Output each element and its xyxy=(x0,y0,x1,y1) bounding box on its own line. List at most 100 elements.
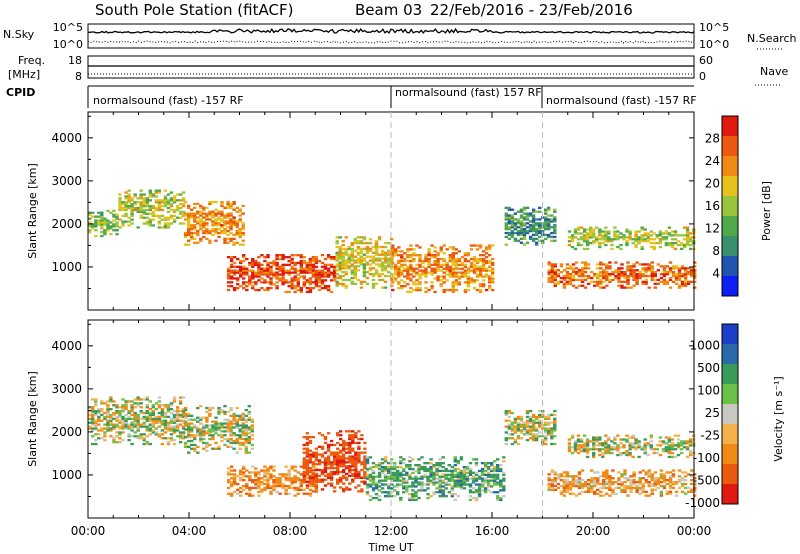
echo-cell xyxy=(439,269,443,272)
echo-cell xyxy=(193,241,197,244)
echo-cell xyxy=(290,259,294,263)
echo-cell xyxy=(223,418,227,421)
echo-cell xyxy=(284,490,288,493)
echo-cell xyxy=(175,205,180,208)
echo-cell xyxy=(374,263,379,266)
echo-cell xyxy=(281,254,285,257)
echo-cell xyxy=(441,475,445,478)
echo-cell xyxy=(323,478,328,481)
echo-cell xyxy=(232,426,236,429)
echo-cell xyxy=(353,276,357,280)
echo-cell xyxy=(411,496,415,500)
echo-cell xyxy=(480,481,485,484)
echo-cell xyxy=(229,473,234,476)
echo-cell xyxy=(127,201,131,204)
echo-cell xyxy=(626,276,630,280)
echo-cell xyxy=(585,444,590,447)
echo-cell xyxy=(374,259,379,262)
echo-cell xyxy=(550,265,554,268)
echo-cell xyxy=(329,484,334,487)
echo-cell xyxy=(238,447,242,450)
echo-cell xyxy=(281,486,285,490)
echo-cell xyxy=(339,430,343,433)
echo-cell xyxy=(354,463,358,466)
echo-cell xyxy=(390,284,394,287)
echo-cell xyxy=(531,419,536,422)
echo-cell xyxy=(336,480,340,483)
echo-cell xyxy=(655,448,659,451)
echo-cell xyxy=(480,467,485,471)
echo-cell xyxy=(326,273,331,276)
echo-cell xyxy=(556,486,560,490)
echo-cell xyxy=(353,267,357,270)
echo-cell xyxy=(335,259,339,262)
echo-cell xyxy=(199,226,203,229)
echo-cell xyxy=(232,447,236,450)
echo-cell xyxy=(202,428,206,431)
echo-cell xyxy=(190,447,194,450)
echo-cell xyxy=(100,211,104,214)
echo-cell xyxy=(429,479,433,482)
echo-cell xyxy=(547,415,551,419)
echo-cell xyxy=(490,491,494,494)
echo-cell xyxy=(631,455,635,459)
echo-cell xyxy=(516,415,521,419)
echo-cell xyxy=(377,274,382,278)
echo-cell xyxy=(456,481,460,484)
echo-cell xyxy=(193,447,197,450)
echo-cell xyxy=(314,486,319,489)
echo-cell xyxy=(528,224,533,227)
echo-cell xyxy=(605,278,609,282)
echo-cell xyxy=(629,479,633,482)
echo-cell xyxy=(399,462,403,465)
echo-cell xyxy=(644,269,648,272)
echo-cell xyxy=(257,256,261,259)
echo-cell xyxy=(172,400,177,403)
echo-cell xyxy=(244,418,248,421)
echo-cell xyxy=(491,277,495,280)
echo-cell xyxy=(302,492,306,495)
echo-cell xyxy=(115,229,119,232)
echo-cell xyxy=(486,481,491,484)
echo-cell xyxy=(387,491,391,494)
echo-cell xyxy=(205,212,209,215)
echo-cell xyxy=(205,222,209,225)
echo-cell xyxy=(380,465,385,469)
echo-cell xyxy=(619,247,623,251)
echo-cell xyxy=(109,427,113,430)
echo-cell xyxy=(342,461,346,464)
echo-cell xyxy=(112,411,116,415)
echo-cell xyxy=(103,229,107,232)
echo-cell xyxy=(121,201,125,204)
echo-cell xyxy=(353,261,357,264)
echo-cell xyxy=(136,404,140,407)
echo-cell xyxy=(690,269,694,272)
echo-cell xyxy=(257,484,261,488)
echo-cell xyxy=(623,469,627,472)
echo-cell xyxy=(187,412,191,416)
echo-cell xyxy=(296,288,300,292)
echo-cell xyxy=(118,413,122,417)
echo-cell xyxy=(513,228,518,231)
echo-cell xyxy=(605,475,609,478)
echo-cell xyxy=(553,274,557,278)
echo-cell xyxy=(166,406,171,409)
echo-cell xyxy=(336,465,340,468)
echo-cell xyxy=(290,283,294,286)
echo-cell xyxy=(668,484,673,488)
echo-cell xyxy=(670,442,675,445)
echo-cell xyxy=(649,434,653,437)
echo-cell xyxy=(338,247,342,251)
echo-cell xyxy=(232,218,236,221)
echo-cell xyxy=(510,423,515,426)
echo-cell xyxy=(608,486,612,490)
echo-cell xyxy=(205,449,209,452)
echo-cell xyxy=(166,193,171,196)
echo-cell xyxy=(488,248,492,251)
echo-cell xyxy=(91,415,95,419)
echo-cell xyxy=(550,437,554,440)
echo-cell xyxy=(689,444,693,447)
echo-cell xyxy=(399,473,403,476)
echo-cell xyxy=(409,290,413,294)
